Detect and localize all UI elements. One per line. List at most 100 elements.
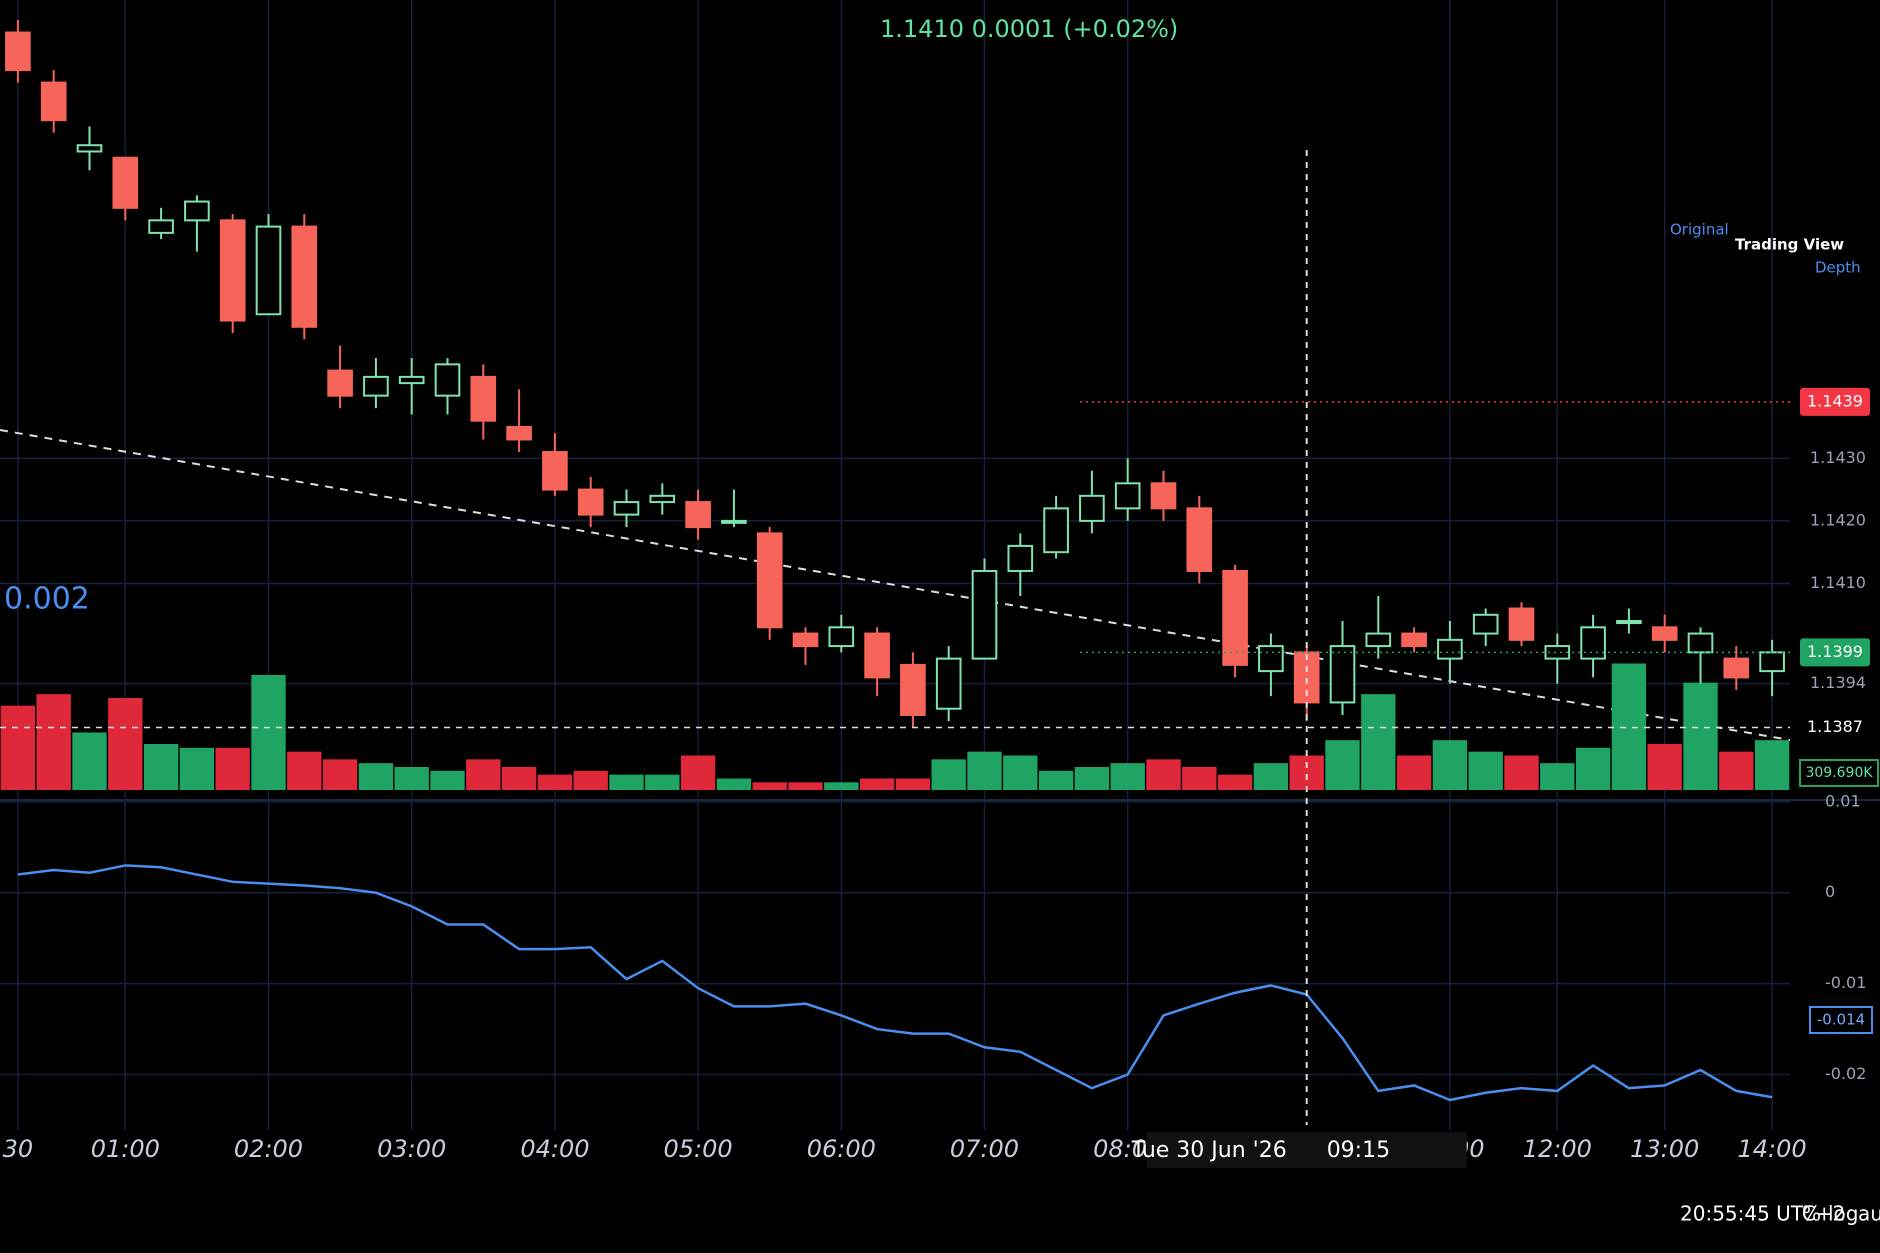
candle-body [935,657,962,710]
candle-body [5,31,31,72]
candle-body [756,532,783,629]
candle-body [613,501,640,516]
y2-tick-label: 0 [1825,882,1835,901]
volume-bar [931,759,966,790]
volume-bar [394,767,429,790]
volume-bar [609,774,644,790]
volume-bar [1504,755,1539,790]
candle-body [1687,632,1714,654]
candle-body [900,663,926,716]
candle-body [40,81,67,122]
x-tick-label: 03:00 [377,1135,446,1163]
candle-body [1186,507,1213,572]
volume-bar [36,694,71,790]
tab[interactable]: Trading View [1735,236,1844,254]
price-tag-label: 1.1399 [1807,642,1863,661]
candle-body [1079,494,1105,522]
crosshair-time: 09:15 [1327,1138,1390,1163]
volume-bar [1611,663,1647,790]
candle-body [1759,651,1785,673]
volume-bar [143,744,179,790]
candle-body [148,219,174,234]
candle-body [1580,626,1606,660]
y2-tick-label: -0.02 [1825,1064,1866,1083]
candle-body [1401,632,1427,648]
price-tag [1800,638,1870,667]
volume-bar [824,782,859,790]
candle-body [1043,507,1069,554]
candle-body [1616,620,1642,625]
candle-body [1437,638,1463,660]
candle-body [542,451,568,491]
candle-body [1544,645,1571,660]
x-tick-label: 12:00 [1523,1135,1592,1163]
volume-bar [251,675,286,790]
price-tag [1800,387,1870,416]
y-tick-label: 1.1394 [1810,673,1866,692]
candle-body [971,569,998,660]
volume-bar [1540,763,1575,790]
volume-bar [0,705,36,790]
x-tick-label: 06:00 [807,1135,876,1163]
volume-bar [573,770,608,790]
candle-body [1508,607,1535,641]
percent-button[interactable]: % [1802,1202,1821,1226]
x-tick-label: 02:00 [234,1135,303,1163]
y-tick-label: 1.1420 [1810,510,1866,529]
candle-body [685,501,711,529]
volume-bar [1325,740,1360,790]
candle-body [1114,482,1141,510]
candle-body [291,225,318,328]
volume-tag [1799,759,1879,787]
oscillator-tag [1809,1006,1873,1034]
volume-bar [1110,763,1145,790]
candle-body [434,363,461,397]
trend-line [0,429,1791,741]
volume-bar [1683,682,1718,790]
volume-bar [1647,744,1682,790]
candle-body [1150,482,1177,510]
candle-body [1258,645,1284,673]
candle-body [1007,544,1034,572]
crosshair-time-tag [1146,1132,1467,1168]
x-tick-label: 04:00 [520,1135,589,1163]
volume-bar [1396,755,1432,790]
candle-body [219,219,246,322]
volume-bar [1038,770,1074,790]
volume-bar [215,747,250,790]
volume-bar [1754,740,1790,790]
candle-body [792,632,819,648]
volume-bar [1146,759,1181,790]
candle-body [506,425,532,441]
x-tick-label: 05:00 [664,1135,733,1163]
tab[interactable]: Original [1670,221,1729,239]
candle-body [1365,632,1392,648]
volume-bar [430,770,465,790]
auto-button[interactable]: auto [1858,1202,1880,1226]
x-tick-label: 13:00 [1630,1135,1699,1163]
candle-body [577,488,604,516]
volume-bar [1003,755,1038,790]
candle-body [1723,657,1750,679]
x-tick-label: 14:00 [1738,1135,1807,1163]
volume-bar [1361,694,1396,790]
volume-bar [322,759,358,790]
tab[interactable]: Depth [1815,259,1861,277]
candle-body [649,494,676,504]
volume-bar [1253,763,1289,790]
oscillator-line [17,864,1773,1102]
candle-body [864,632,890,679]
candle-body [721,519,747,524]
volume-bar [501,767,537,790]
y-tick-label: 1.1410 [1810,573,1866,592]
volume-bar [1432,740,1468,790]
x-tick-label: 01:00 [91,1135,160,1163]
log-button[interactable]: log [1828,1202,1859,1226]
y-tick-label: 1.1430 [1810,448,1866,467]
oscillator-tag-label: -0.014 [1817,1011,1865,1029]
volume-bar [108,698,143,790]
volume-bar [967,751,1002,790]
candle-body [363,375,389,397]
